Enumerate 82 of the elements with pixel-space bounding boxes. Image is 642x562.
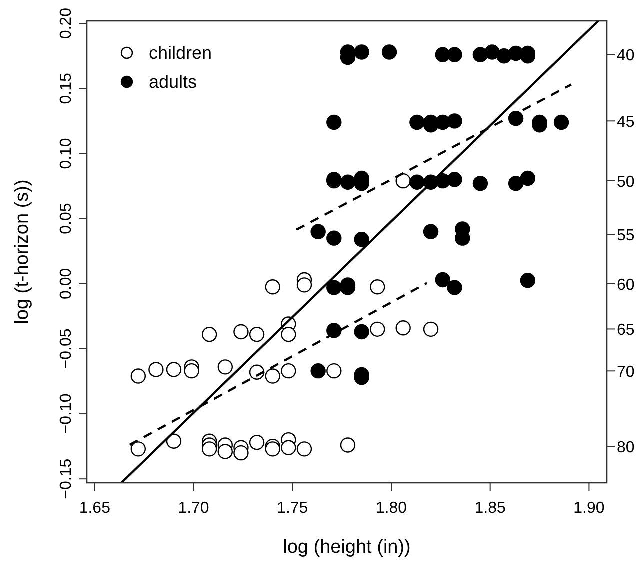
legend-label: adults [149,72,198,92]
y-tick-label: −0.05 [58,328,75,370]
y2-tick-label: 55 [617,228,635,245]
point [265,442,280,457]
point [249,435,265,450]
point [218,360,234,375]
y-tick-label: 0.05 [58,203,75,234]
point [447,114,462,129]
point [410,174,425,190]
y-tick-label: 0.15 [58,73,75,104]
y-tick-label: 0.20 [58,8,75,40]
y2-tick-label: 80 [617,440,635,457]
y-tick-label: 0.10 [58,138,75,170]
point [354,232,370,248]
point [423,224,439,240]
y-tick-label: −0.15 [58,458,75,500]
point [202,327,218,342]
point [423,322,439,338]
point [326,114,342,130]
point [396,320,411,336]
point [184,363,200,379]
point [520,170,536,186]
point [249,327,265,342]
y2-tick-label: 60 [617,276,635,294]
point [382,44,398,60]
point [354,44,370,60]
point [310,363,326,379]
y-tick-label: −0.10 [58,394,75,434]
point [447,47,462,62]
point [554,114,570,130]
y2-tick-label: 65 [617,322,635,340]
x-axis-title: log (height (in)) [283,537,411,558]
point [520,273,536,288]
point [340,174,356,190]
point [447,172,462,188]
y2-tick-label: 45 [617,114,635,132]
point [472,47,488,62]
point [326,363,342,379]
x-tick-label: 1.85 [474,500,506,517]
point [326,230,342,246]
point [435,272,450,288]
x-tick-label: 1.80 [376,500,408,517]
point [370,322,386,338]
point [496,48,512,64]
point [218,444,234,460]
point [296,442,312,457]
y2-tick-label: 40 [617,48,635,65]
point [296,278,312,293]
point [508,111,524,126]
point [410,114,425,130]
point [370,280,386,295]
point [354,324,370,340]
y-tick-label: 0.00 [58,268,75,300]
point [234,445,249,461]
legend-label: children [149,43,212,63]
point [234,324,249,340]
y2-tick-label: 70 [617,364,635,382]
point [148,362,164,378]
x-tick-label: 1.90 [574,500,605,517]
point [326,323,342,338]
y2-tick-label: 50 [617,174,635,191]
point [326,280,342,296]
point [130,442,146,457]
x-tick-label: 1.65 [79,500,111,517]
point [281,440,296,456]
point [265,368,280,384]
y-axis-title: log (t-horizon (s)) [12,180,33,324]
point [166,362,182,378]
point [447,280,462,296]
point [202,442,218,457]
point [310,224,326,240]
point [472,176,488,192]
x-tick-label: 1.70 [178,500,210,517]
point [281,327,296,342]
point [340,438,356,453]
point [166,434,182,449]
point [130,368,146,384]
point [281,363,296,379]
point [484,44,500,60]
x-tick-label: 1.75 [277,500,308,517]
point [265,280,280,295]
point [508,176,524,192]
